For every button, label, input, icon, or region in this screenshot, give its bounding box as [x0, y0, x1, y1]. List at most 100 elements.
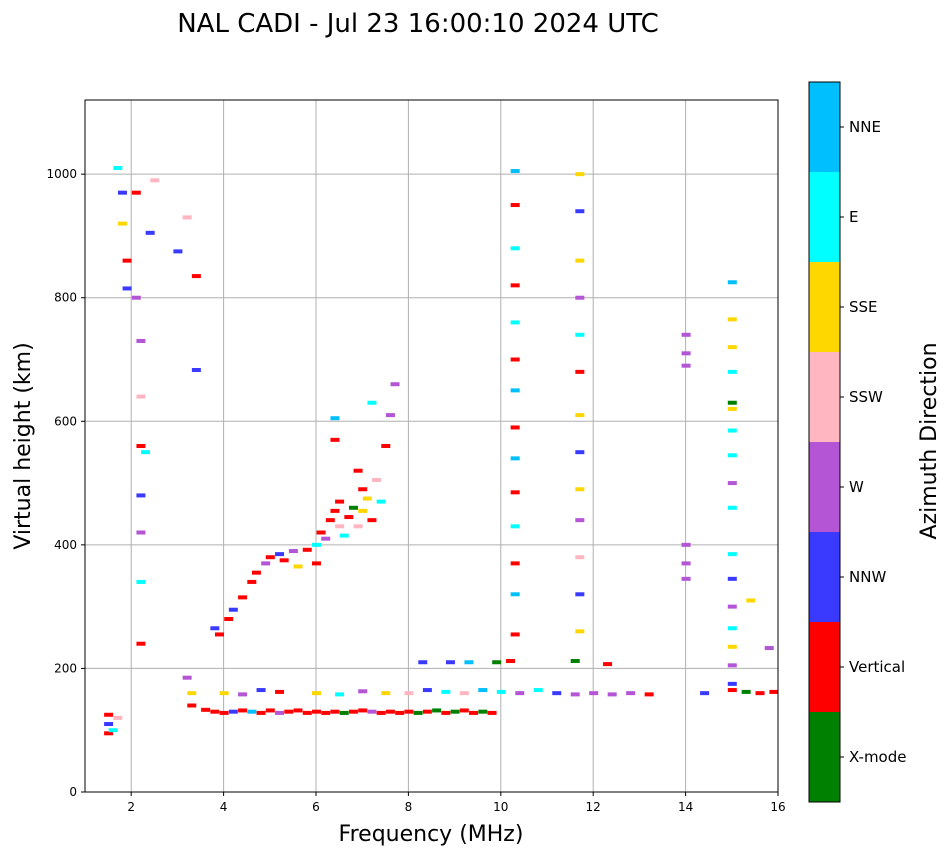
echo-mark: [191, 274, 201, 279]
echo-mark: [104, 731, 114, 736]
echo-mark: [348, 709, 358, 714]
colorbar-segment: [809, 442, 840, 532]
echo-mark: [104, 722, 114, 727]
echo-mark: [136, 338, 146, 343]
echo-mark: [321, 710, 331, 715]
echo-mark: [385, 709, 395, 714]
echo-mark: [492, 660, 502, 665]
x-tick-label: 16: [770, 800, 785, 814]
echo-mark: [362, 496, 372, 501]
echo-mark: [288, 549, 298, 554]
colorbar-tick-label: NNE: [849, 118, 881, 136]
echo-mark: [441, 689, 451, 694]
colorbar-label: Azimuth Direction: [917, 342, 942, 539]
colorbar-segment: [809, 712, 840, 802]
echo-mark: [358, 487, 368, 492]
echo-mark: [459, 691, 469, 696]
y-tick-label: 400: [54, 538, 77, 552]
echo-mark: [478, 688, 488, 693]
echo-mark: [275, 552, 285, 557]
echo-mark: [339, 710, 349, 715]
echo-mark: [418, 660, 428, 665]
echo-mark: [330, 437, 340, 442]
echo-mark: [117, 221, 127, 226]
echo-mark: [265, 555, 275, 560]
y-axis-ticks: 0 200 400 600 800 1000: [46, 167, 85, 799]
echo-mark: [727, 481, 737, 486]
echo-mark: [122, 258, 132, 263]
echo-mark: [372, 477, 382, 482]
echo-mark: [607, 692, 617, 697]
echo-mark: [510, 203, 520, 208]
echo-mark: [187, 691, 197, 696]
echo-mark: [644, 692, 654, 697]
echo-mark: [367, 400, 377, 405]
echo-mark: [210, 709, 220, 714]
echo-mark: [358, 508, 368, 513]
echo-mark: [727, 317, 737, 322]
echo-mark: [422, 709, 432, 714]
echo-mark: [224, 617, 234, 621]
echo-mark: [727, 406, 737, 411]
x-tick-label: 6: [312, 800, 320, 814]
echo-mark: [219, 691, 229, 696]
echo-mark: [570, 692, 580, 697]
echo-mark: [510, 632, 520, 637]
echo-marks: [104, 165, 779, 736]
x-axis-ticks: 2 4 6 8 10 12 14 16: [127, 792, 786, 814]
echo-mark: [385, 413, 395, 418]
echo-mark: [141, 450, 151, 455]
echo-mark: [441, 710, 451, 715]
echo-mark: [575, 295, 585, 300]
echo-mark: [261, 561, 271, 566]
echo-mark: [353, 524, 363, 529]
echo-mark: [358, 708, 368, 713]
echo-mark: [727, 681, 737, 686]
colorbar-segment: [809, 352, 840, 442]
echo-mark: [575, 258, 585, 263]
echo-mark: [575, 209, 585, 214]
echo-mark: [681, 363, 691, 368]
echo-mark: [510, 246, 520, 251]
colorbar-tick-label: SSE: [849, 298, 878, 316]
echo-mark: [727, 626, 737, 631]
echo-mark: [575, 555, 585, 560]
echo-mark: [279, 558, 289, 563]
echo-mark: [404, 691, 414, 696]
colorbar-segment: [809, 622, 840, 712]
echo-mark: [469, 710, 479, 715]
echo-mark: [445, 660, 455, 665]
echo-mark: [727, 688, 737, 693]
echo-mark: [575, 369, 585, 374]
echo-mark: [275, 689, 285, 694]
echo-mark: [459, 708, 469, 713]
echo-mark: [487, 710, 497, 715]
echo-mark: [131, 190, 141, 195]
echo-mark: [113, 165, 123, 170]
echo-mark: [510, 561, 520, 566]
colorbar-tick-label: X-mode: [849, 748, 906, 766]
echo-mark: [746, 598, 756, 603]
echo-mark: [182, 215, 192, 220]
colorbar-segment: [809, 262, 840, 352]
echo-mark: [727, 663, 737, 668]
echo-mark: [727, 576, 737, 581]
x-tick-label: 10: [493, 800, 508, 814]
echo-mark: [575, 450, 585, 455]
echo-mark: [769, 689, 779, 694]
echo-mark: [626, 691, 636, 696]
echo-mark: [348, 505, 358, 510]
echo-mark: [450, 709, 460, 714]
echo-mark: [228, 709, 238, 714]
echo-mark: [510, 490, 520, 495]
echo-mark: [681, 332, 691, 337]
echo-mark: [316, 530, 326, 535]
echo-mark: [344, 515, 354, 520]
echo-mark: [238, 692, 248, 697]
echo-mark: [741, 689, 751, 694]
echo-mark: [312, 709, 321, 714]
echo-mark: [256, 710, 266, 715]
echo-mark: [117, 190, 127, 195]
echo-mark: [510, 524, 520, 529]
echo-mark: [201, 707, 211, 712]
